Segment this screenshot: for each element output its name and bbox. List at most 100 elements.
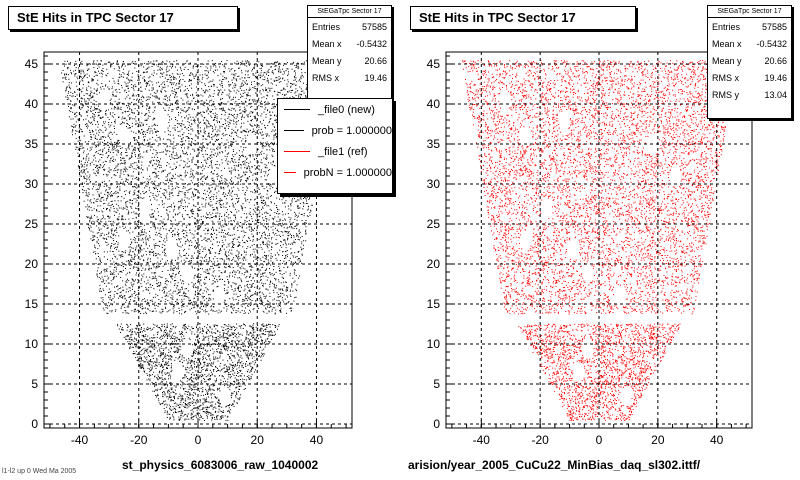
scatter-point xyxy=(212,217,213,218)
scatter-point xyxy=(116,104,118,106)
scatter-point xyxy=(179,76,180,78)
scatter-point xyxy=(176,88,178,90)
scatter-point xyxy=(186,101,188,103)
scatter-point xyxy=(88,228,90,229)
scatter-point xyxy=(151,209,153,211)
scatter-point xyxy=(184,328,186,330)
scatter-point xyxy=(164,290,165,292)
scatter-point xyxy=(165,228,167,230)
scatter-point xyxy=(192,263,194,265)
scatter-point xyxy=(149,276,151,278)
scatter-point xyxy=(252,128,254,130)
scatter-point xyxy=(167,270,169,271)
scatter-point xyxy=(93,198,95,200)
scatter-point xyxy=(226,153,228,155)
scatter-point xyxy=(87,161,88,163)
scatter-point xyxy=(186,115,188,117)
scatter-point xyxy=(158,355,160,357)
scatter-point xyxy=(155,163,157,165)
scatter-point xyxy=(247,280,249,282)
scatter-point xyxy=(184,311,185,313)
scatter-point xyxy=(180,159,182,161)
scatter-point xyxy=(299,203,301,204)
scatter-point xyxy=(156,395,158,397)
scatter-point xyxy=(133,311,135,313)
scatter-point xyxy=(248,290,250,292)
scatter-point xyxy=(245,339,247,341)
scatter-point xyxy=(196,242,198,244)
scatter-point xyxy=(264,76,266,78)
scatter-point xyxy=(81,104,83,106)
scatter-point xyxy=(189,62,191,64)
scatter-point xyxy=(214,324,216,326)
scatter-point xyxy=(181,404,183,406)
scatter-point xyxy=(230,109,232,111)
scatter-point xyxy=(62,77,64,79)
scatter-point xyxy=(226,276,228,278)
scatter-point xyxy=(112,112,114,114)
scatter-point xyxy=(235,208,236,210)
scatter-point xyxy=(167,389,169,391)
scatter-point xyxy=(74,133,76,135)
scatter-point xyxy=(203,362,205,364)
scatter-point xyxy=(216,379,217,381)
scatter-point xyxy=(135,310,137,312)
scatter-point xyxy=(113,80,115,82)
scatter-point xyxy=(128,148,130,150)
scatter-point xyxy=(250,342,252,344)
scatter-point xyxy=(244,288,246,290)
scatter-point xyxy=(166,191,168,193)
scatter-point xyxy=(275,309,277,311)
scatter-point xyxy=(107,194,108,196)
scatter-point xyxy=(204,401,206,403)
scatter-point xyxy=(212,408,214,410)
scatter-point xyxy=(165,361,167,363)
scatter-point xyxy=(282,251,284,252)
scatter-point xyxy=(165,355,167,357)
scatter-point xyxy=(191,355,193,357)
scatter-point xyxy=(174,125,176,126)
scatter-point xyxy=(107,215,108,217)
scatter-point xyxy=(284,95,286,97)
scatter-point xyxy=(237,361,239,363)
scatter-point xyxy=(216,86,218,88)
scatter-point xyxy=(167,198,169,200)
scatter-point xyxy=(244,300,246,302)
scatter-point xyxy=(277,213,279,215)
scatter-point xyxy=(275,279,277,281)
scatter-point xyxy=(154,180,156,182)
scatter-point xyxy=(168,163,170,165)
scatter-point xyxy=(242,110,244,112)
scatter-point xyxy=(217,367,218,369)
scatter-point xyxy=(85,180,87,182)
scatter-point xyxy=(157,265,159,267)
scatter-point xyxy=(216,286,218,288)
scatter-point xyxy=(287,302,289,304)
scatter-point xyxy=(159,85,160,87)
scatter-point xyxy=(85,111,87,113)
scatter-point xyxy=(226,125,228,127)
scatter-point xyxy=(255,351,257,353)
scatter-point xyxy=(266,338,268,340)
scatter-point xyxy=(211,162,212,163)
scatter-point xyxy=(194,140,196,142)
scatter-point xyxy=(221,199,223,201)
scatter-point xyxy=(271,246,272,248)
scatter-point xyxy=(169,374,171,376)
scatter-point xyxy=(228,192,230,194)
scatter-point xyxy=(293,79,295,81)
scatter-point xyxy=(199,345,201,347)
scatter-point xyxy=(281,297,283,299)
scatter-point xyxy=(117,108,119,110)
scatter-point xyxy=(258,206,260,208)
scatter-point xyxy=(102,136,104,138)
scatter-point xyxy=(147,169,148,171)
scatter-point xyxy=(267,301,269,302)
scatter-point xyxy=(134,228,136,230)
scatter-point xyxy=(152,328,153,330)
scatter-point xyxy=(141,300,143,302)
scatter-point xyxy=(225,380,226,382)
scatter-point xyxy=(210,148,212,150)
scatter-point xyxy=(238,372,240,374)
scatter-point xyxy=(216,176,218,178)
